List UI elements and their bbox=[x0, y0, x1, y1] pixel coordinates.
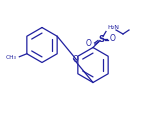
Text: CH₃: CH₃ bbox=[6, 55, 17, 60]
Text: O: O bbox=[110, 34, 116, 43]
Text: O: O bbox=[72, 55, 78, 64]
Text: S: S bbox=[98, 35, 104, 44]
Text: O: O bbox=[85, 39, 91, 48]
Text: H₂N: H₂N bbox=[107, 25, 119, 30]
